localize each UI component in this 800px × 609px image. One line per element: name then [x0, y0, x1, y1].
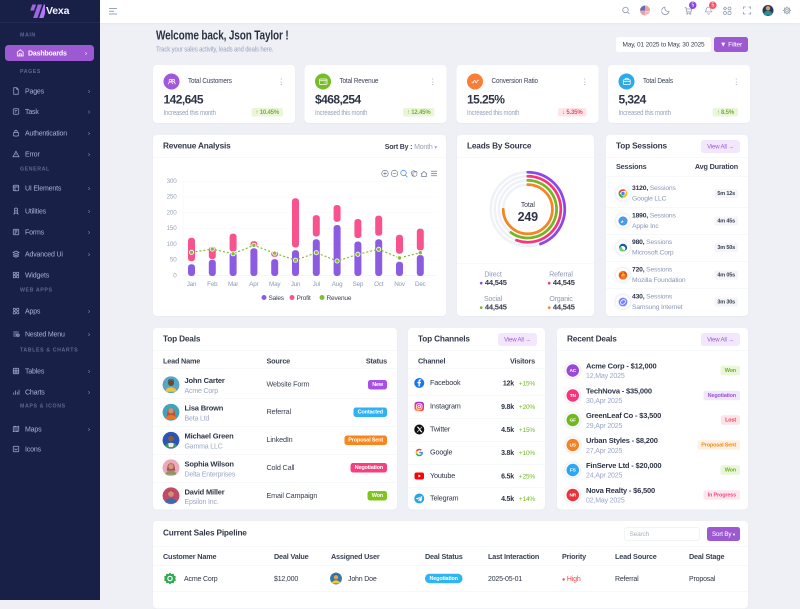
- svg-text:Jun: Jun: [291, 281, 301, 288]
- svg-text:200: 200: [167, 210, 178, 217]
- svg-text:Nov: Nov: [394, 281, 406, 288]
- svg-text:0: 0: [173, 273, 177, 280]
- svg-text:Apr: Apr: [249, 281, 258, 288]
- svg-text:100: 100: [167, 241, 178, 248]
- svg-text:Total: Total: [521, 202, 536, 209]
- svg-text:Revenue: Revenue: [327, 295, 352, 302]
- svg-text:250: 250: [167, 194, 178, 201]
- svg-text:Sep: Sep: [353, 281, 364, 288]
- svg-text:Oct: Oct: [374, 281, 384, 288]
- svg-text:150: 150: [167, 225, 178, 232]
- svg-text:Jul: Jul: [313, 281, 320, 288]
- svg-text:Sales: Sales: [269, 295, 285, 302]
- svg-text:Profit: Profit: [297, 295, 311, 302]
- svg-text:Dec: Dec: [415, 281, 426, 288]
- svg-text:50: 50: [170, 257, 177, 264]
- svg-text:Mar: Mar: [228, 281, 238, 288]
- svg-text:249: 249: [518, 210, 539, 224]
- svg-text:Jan: Jan: [187, 281, 197, 288]
- svg-text:Aug: Aug: [332, 281, 343, 288]
- svg-text:May: May: [269, 281, 281, 288]
- svg-text:Feb: Feb: [207, 281, 218, 288]
- svg-text:300: 300: [167, 178, 178, 185]
